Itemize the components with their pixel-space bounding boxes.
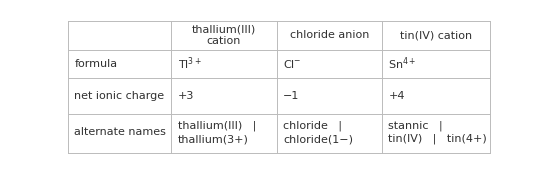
Text: alternate names: alternate names xyxy=(75,127,166,137)
Text: Sn$^{4+}$: Sn$^{4+}$ xyxy=(388,56,417,72)
Text: stannic   |
tin(IV)   |   tin(4+): stannic | tin(IV) | tin(4+) xyxy=(388,120,487,144)
Text: +4: +4 xyxy=(388,91,405,101)
Text: Tl$^{3+}$: Tl$^{3+}$ xyxy=(177,56,202,72)
Text: tin(IV) cation: tin(IV) cation xyxy=(400,30,472,40)
Text: −1: −1 xyxy=(283,91,299,101)
Text: chloride anion: chloride anion xyxy=(290,30,369,40)
Text: Cl$^{-}$: Cl$^{-}$ xyxy=(283,58,301,70)
Text: net ionic charge: net ionic charge xyxy=(75,91,164,101)
Text: thallium(III)
cation: thallium(III) cation xyxy=(192,24,256,46)
Text: +3: +3 xyxy=(177,91,194,101)
Text: chloride   |
chloride(1−): chloride | chloride(1−) xyxy=(283,120,353,144)
Text: thallium(III)   |
thallium(3+): thallium(III) | thallium(3+) xyxy=(177,120,256,144)
Text: formula: formula xyxy=(75,59,118,69)
